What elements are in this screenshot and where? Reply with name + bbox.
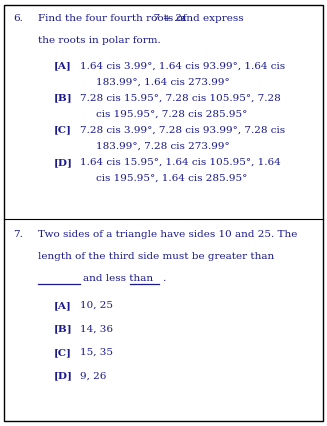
- FancyBboxPatch shape: [4, 5, 323, 421]
- Text: 6.: 6.: [13, 14, 23, 23]
- Text: 7.28 cis 3.99°, 7.28 cis 93.99°, 7.28 cis: 7.28 cis 3.99°, 7.28 cis 93.99°, 7.28 ci…: [80, 126, 285, 135]
- Text: 15, 35: 15, 35: [80, 348, 113, 357]
- Text: cis 195.95°, 1.64 cis 285.95°: cis 195.95°, 1.64 cis 285.95°: [96, 174, 248, 183]
- Text: Two sides of a triangle have sides 10 and 25. The: Two sides of a triangle have sides 10 an…: [38, 230, 297, 239]
- Text: [C]: [C]: [54, 126, 72, 135]
- Text: cis 195.95°, 7.28 cis 285.95°: cis 195.95°, 7.28 cis 285.95°: [96, 109, 248, 119]
- Text: [A]: [A]: [54, 301, 72, 310]
- Text: 7 + 2ι: 7 + 2ι: [153, 14, 186, 23]
- Text: and express: and express: [177, 14, 243, 23]
- Text: 10, 25: 10, 25: [80, 301, 113, 310]
- Text: 9, 26: 9, 26: [80, 371, 107, 380]
- Text: [B]: [B]: [54, 324, 73, 334]
- Text: [D]: [D]: [54, 371, 73, 380]
- Text: 183.99°, 7.28 cis 273.99°: 183.99°, 7.28 cis 273.99°: [96, 142, 230, 151]
- Text: length of the third side must be greater than: length of the third side must be greater…: [38, 252, 274, 261]
- Text: 1.64 cis 3.99°, 1.64 cis 93.99°, 1.64 cis: 1.64 cis 3.99°, 1.64 cis 93.99°, 1.64 ci…: [80, 61, 285, 70]
- Text: the roots in polar form.: the roots in polar form.: [38, 36, 160, 45]
- Text: 7.28 cis 15.95°, 7.28 cis 105.95°, 7.28: 7.28 cis 15.95°, 7.28 cis 105.95°, 7.28: [80, 93, 281, 103]
- Text: [D]: [D]: [54, 158, 73, 167]
- Text: 1.64 cis 15.95°, 1.64 cis 105.95°, 1.64: 1.64 cis 15.95°, 1.64 cis 105.95°, 1.64: [80, 158, 281, 167]
- Text: [C]: [C]: [54, 348, 72, 357]
- Text: 7.: 7.: [13, 230, 23, 239]
- Text: .: .: [162, 274, 165, 283]
- Text: 14, 36: 14, 36: [80, 324, 113, 334]
- Text: [B]: [B]: [54, 93, 73, 103]
- Text: [A]: [A]: [54, 61, 72, 70]
- Text: 183.99°, 1.64 cis 273.99°: 183.99°, 1.64 cis 273.99°: [96, 78, 230, 86]
- Text: Find the four fourth roots of: Find the four fourth roots of: [38, 14, 189, 23]
- Text: and less than: and less than: [83, 274, 153, 283]
